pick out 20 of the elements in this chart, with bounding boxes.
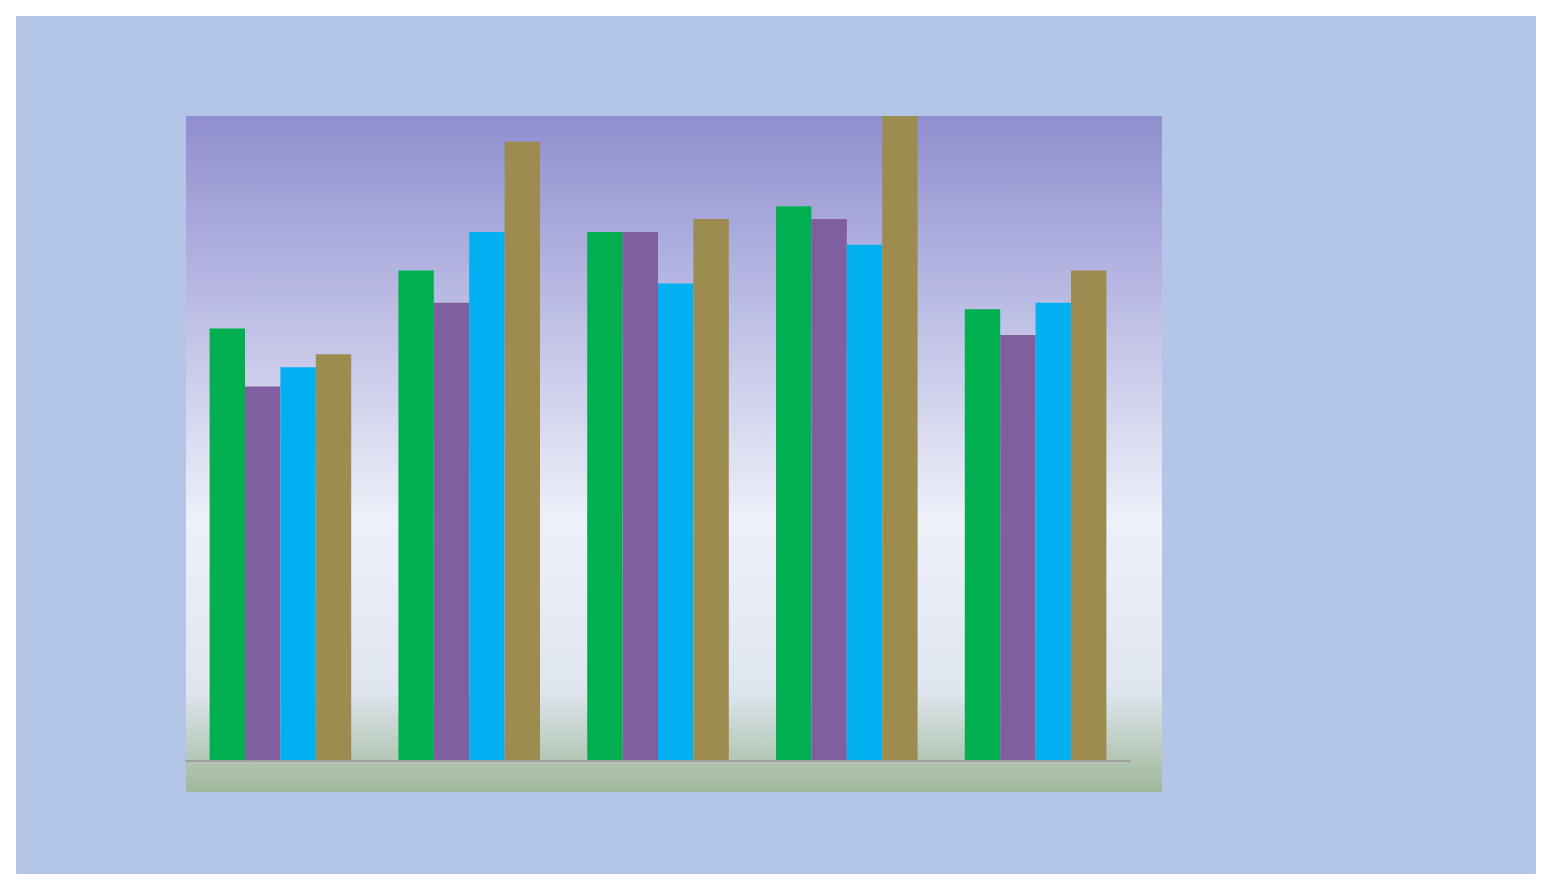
bar [433,302,470,760]
bar [811,219,847,760]
bar [1035,302,1071,760]
bar [776,206,812,760]
bar [504,141,540,760]
bar [469,231,505,760]
bar [622,231,658,760]
bar [1071,270,1107,760]
bar [846,244,883,760]
bar [315,354,352,760]
bar [398,270,434,760]
bar [882,116,918,760]
bar [245,386,281,760]
bar [693,219,729,760]
bar [964,309,1001,760]
bar [587,231,623,760]
bar [280,367,316,760]
bar [1000,334,1036,760]
bar [209,328,245,760]
bar [658,283,694,760]
